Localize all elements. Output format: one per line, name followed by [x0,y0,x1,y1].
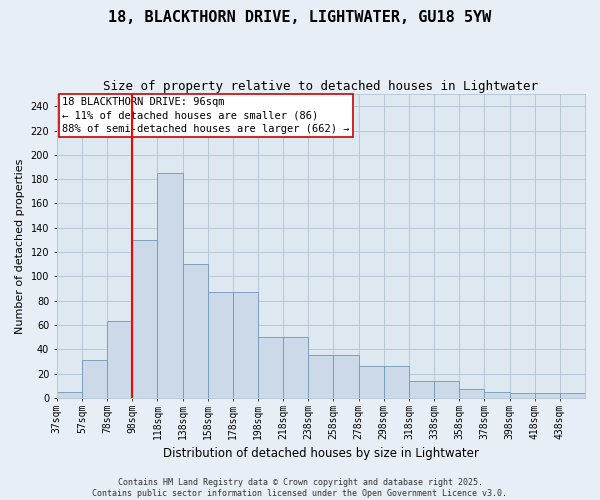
Title: Size of property relative to detached houses in Lightwater: Size of property relative to detached ho… [103,80,538,93]
Bar [57,392,82,398]
Text: Contains HM Land Registry data © Crown copyright and database right 2025.
Contai: Contains HM Land Registry data © Crown c… [92,478,508,498]
Bar [107,322,132,398]
Bar [434,381,459,398]
Text: 18 BLACKTHORN DRIVE: 96sqm
← 11% of detached houses are smaller (86)
88% of semi: 18 BLACKTHORN DRIVE: 96sqm ← 11% of deta… [62,97,350,134]
Bar [182,264,208,398]
Text: 18, BLACKTHORN DRIVE, LIGHTWATER, GU18 5YW: 18, BLACKTHORN DRIVE, LIGHTWATER, GU18 5… [109,10,491,25]
Bar [258,337,283,398]
Bar [334,356,359,398]
Bar [359,366,384,398]
Bar [308,356,334,398]
Bar [283,337,308,398]
Bar [484,392,509,398]
Y-axis label: Number of detached properties: Number of detached properties [15,158,25,334]
Bar [157,173,182,398]
Bar [459,390,484,398]
Bar [409,381,434,398]
Bar [535,393,560,398]
Bar [560,393,585,398]
X-axis label: Distribution of detached houses by size in Lightwater: Distribution of detached houses by size … [163,447,479,460]
Bar [82,360,107,398]
Bar [208,292,233,398]
Bar [509,393,535,398]
Bar [233,292,258,398]
Bar [384,366,409,398]
Bar [132,240,157,398]
